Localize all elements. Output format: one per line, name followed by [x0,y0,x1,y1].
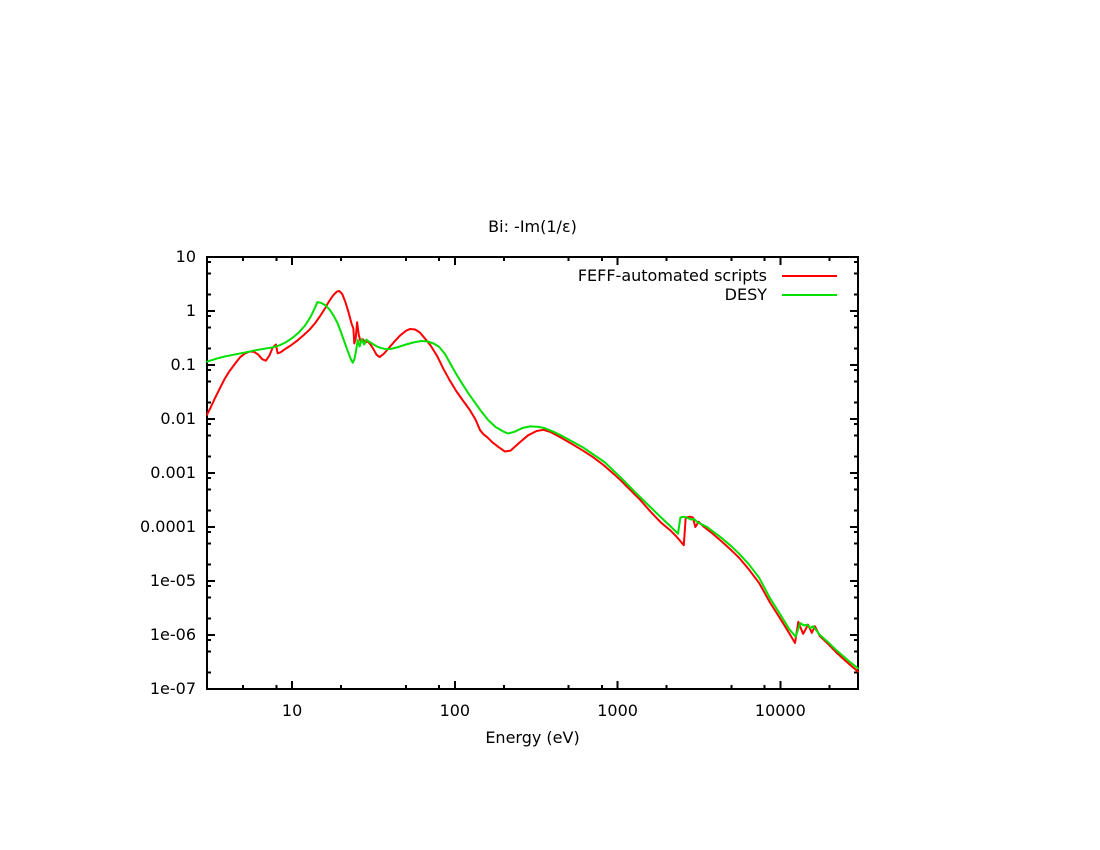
x-tick-label: 1000 [597,701,638,720]
y-tick-label: 0.0001 [140,517,196,536]
legend-label-desy: DESY [724,285,767,304]
y-tick-label: 10 [175,247,196,266]
y-tick-label: 1e-05 [149,571,196,590]
x-tick-label: 10 [281,701,303,720]
x-axis-label: Energy (eV) [485,728,580,747]
legend-line-sample-feff [782,274,837,277]
series-curve-feff [206,290,859,673]
series-curve-desy [206,301,859,670]
legend-item-feff: FEFF-automated scripts [578,266,837,285]
x-tick-label: 100 [439,701,471,720]
y-tick-label: 0.001 [150,463,196,482]
plot-border [206,256,859,690]
chart-title: Bi: -Im(1/ε) [488,217,577,236]
y-tick-label: 0.1 [170,355,196,374]
y-tick-label: 1e-07 [149,679,196,698]
legend: FEFF-automated scripts DESY [578,266,837,304]
y-tick-label: 0.01 [160,409,196,428]
y-tick-label: 1 [185,301,196,320]
legend-item-desy: DESY [578,285,837,304]
y-tick-label: 1e-06 [149,625,196,644]
x-tick-label: 10000 [754,701,806,720]
legend-label-feff: FEFF-automated scripts [577,266,767,285]
legend-line-sample-desy [782,293,837,296]
